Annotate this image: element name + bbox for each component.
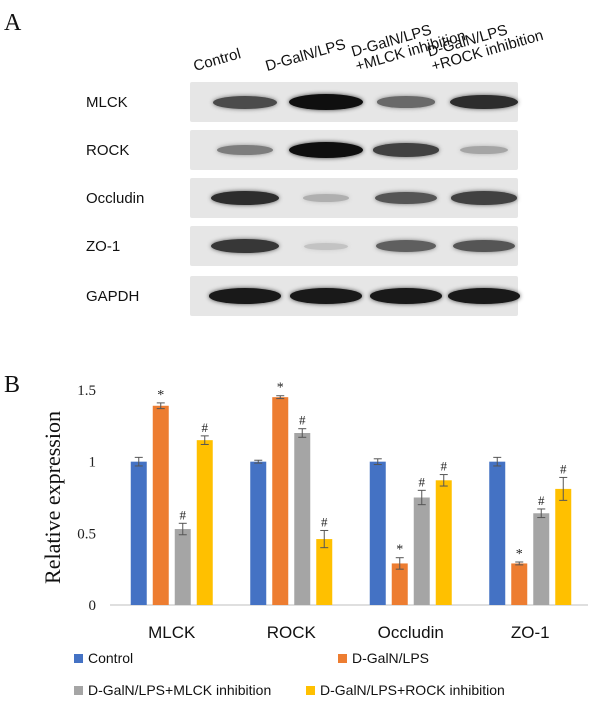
panel-a-label: A	[4, 10, 22, 36]
blot-label: Occludin	[86, 190, 145, 207]
blot-label: ROCK	[86, 142, 130, 159]
y-tick-label: 0.5	[77, 526, 96, 542]
bar	[294, 433, 311, 605]
legend-item: D-GalN/LPS+ROCK inhibition	[306, 682, 505, 698]
blot-band	[289, 142, 363, 158]
x-tick-label: ZO-1	[511, 623, 550, 642]
blot-label: ZO-1	[86, 238, 121, 255]
blot-band	[374, 191, 438, 205]
blot-band	[449, 94, 519, 110]
bar	[511, 563, 528, 605]
x-tick-label: MLCK	[148, 623, 196, 642]
legend-swatch	[338, 653, 347, 663]
blot-band	[289, 288, 363, 304]
bar	[316, 539, 333, 605]
bar	[435, 480, 452, 605]
blot-strip	[190, 178, 518, 218]
blot-band	[302, 194, 350, 202]
significance-mark: #	[441, 459, 448, 474]
significance-mark: #	[560, 461, 567, 476]
blot-band	[376, 96, 436, 108]
bar	[196, 440, 213, 605]
bar	[533, 513, 550, 605]
blot-band	[217, 144, 273, 156]
significance-mark: *	[277, 381, 284, 396]
significance-mark: *	[396, 543, 403, 558]
blot-strip	[190, 226, 518, 266]
significance-mark: *	[516, 547, 523, 562]
blot-strip	[190, 82, 519, 122]
legend-item: D-GalN/LPS	[338, 650, 429, 666]
significance-mark: #	[419, 474, 426, 489]
bar	[174, 529, 191, 605]
bar	[555, 488, 572, 605]
blot-band	[373, 143, 439, 157]
bar	[391, 563, 408, 605]
bar	[369, 461, 386, 605]
legend-swatch	[74, 653, 83, 663]
significance-mark: #	[538, 493, 545, 508]
blot-band	[369, 288, 443, 304]
x-tick-label: ROCK	[267, 623, 317, 642]
blot-band	[304, 242, 348, 250]
y-axis-label: Relative expression	[40, 411, 65, 584]
blot-band	[210, 190, 280, 206]
significance-mark: #	[321, 514, 328, 529]
blot-strip	[190, 276, 521, 316]
bar	[413, 497, 430, 605]
blot-band	[375, 240, 437, 252]
significance-mark: #	[180, 507, 187, 522]
blot-band	[452, 239, 516, 253]
significance-mark: #	[202, 420, 209, 435]
blot-band	[447, 288, 521, 304]
panel-b-label: B	[4, 372, 21, 398]
blot-band	[213, 95, 277, 109]
blot-band	[289, 94, 363, 110]
legend-label: D-GalN/LPS	[352, 650, 430, 666]
bar	[152, 405, 169, 605]
bar	[250, 461, 267, 605]
y-tick-label: 1	[89, 455, 97, 471]
bar	[489, 461, 506, 605]
blot-label: MLCK	[86, 94, 128, 111]
legend-swatch	[74, 685, 83, 695]
legend-swatch	[306, 685, 315, 695]
y-tick-label: 1.5	[77, 383, 96, 399]
legend-item: Control	[74, 650, 133, 666]
blot-strip	[190, 130, 518, 170]
bar	[130, 461, 147, 605]
legend-item: D-GalN/LPS+MLCK inhibition	[74, 682, 271, 698]
blot-band	[451, 191, 517, 205]
blot-band	[459, 145, 509, 155]
blot-label: GAPDH	[86, 288, 140, 305]
legend-label: Control	[88, 650, 134, 666]
bar	[272, 397, 289, 605]
x-tick-label: Occludin	[378, 623, 444, 642]
blot-band	[208, 288, 282, 304]
legend-label: D-GalN/LPS+ROCK inhibition	[320, 682, 505, 698]
y-tick-label: 0	[89, 598, 97, 614]
blot-band	[211, 239, 279, 253]
significance-mark: #	[299, 413, 306, 428]
significance-mark: *	[157, 388, 164, 403]
legend-label: D-GalN/LPS+MLCK inhibition	[88, 682, 272, 698]
